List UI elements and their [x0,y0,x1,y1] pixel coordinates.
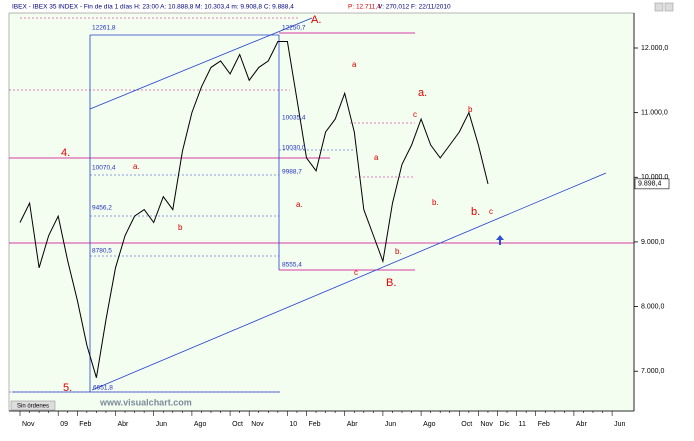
level-label: 10035,4 [282,115,306,122]
wave-label: c [354,268,358,277]
wave-label: a [374,153,379,162]
x-tick-label: Ago [194,421,207,428]
x-tick-label: Abr [347,421,359,428]
level-label: 9988,7 [282,169,302,176]
wave-label: b [468,105,473,114]
header-info: P: 12.711,4 [348,4,381,11]
wave-label: b. [432,198,439,207]
x-tick-label: Abr [576,421,588,428]
y-tick-label: 12.000,0 [641,45,668,52]
wave-label: c [413,110,417,119]
horizontal-levels [9,32,634,271]
plot-bg [8,12,635,412]
x-tick-label: Nov [251,421,264,428]
wave-label: a. [296,200,303,209]
wave-label: a. [133,162,140,171]
watermark: www.visualchart.com [99,397,192,407]
x-tick-label: Ago [423,421,436,428]
wave-label: b [178,223,183,232]
y-tick-label: 7.000,0 [641,368,664,375]
x-tick-label: Nov [22,421,35,428]
x-tick-label: Abr [118,421,130,428]
header-info: V: 270,012 F: 22/11/2010 [378,4,451,11]
wave-label: a [352,60,357,69]
y-tick-label: 8.000,0 [641,303,664,310]
x-tick-label: Oct [461,421,472,428]
wave-label: a. [418,87,427,99]
level-label: 12261,8 [92,25,116,32]
x-tick-label: Jun [156,421,167,428]
y-tick-label: 9.000,0 [641,239,664,246]
orders-button[interactable] [10,400,56,411]
wave-label: c [489,207,493,216]
window-button[interactable] [654,2,664,12]
x-tick-label: 11 [519,421,526,428]
x-tick-label: 09 [60,421,68,428]
x-tick-label: Oct [232,421,243,428]
level-label: 12250,7 [282,25,306,32]
wave-label: b. [471,206,480,218]
y-tick-label: 10.000,0 [641,174,668,181]
x-tick-label: Feb [309,421,321,428]
channel-lines [12,17,607,393]
fib-levels [90,149,355,257]
level-label: 10070,4 [92,165,116,172]
x-tick-label: Feb [538,421,550,428]
header-info: IBEX - IBEX 35 INDEX - Fin de día 1 días… [12,4,294,11]
price-line [19,41,489,378]
last-price-box [634,178,670,190]
x-tick-label: 10 [289,421,297,428]
x-tick-label: Nov [480,421,493,428]
level-label: 6651,8 [93,385,113,392]
y-tick-label: 11.000,0 [641,109,668,116]
level-label: 8555,4 [282,262,302,269]
x-tick-label: Feb [79,421,91,428]
last-price-label: 9.898,4 [638,181,661,188]
arrow-icon [496,235,504,245]
level-label: 8780,5 [92,248,112,255]
wave-label: A. [311,14,321,26]
wave-label: 5. [63,382,72,394]
x-tick-label: Jun [614,421,625,428]
wave-label: 4. [61,147,70,159]
wave-label: B. [386,277,396,289]
window-button[interactable] [664,2,674,12]
level-label: 10030,0 [282,145,306,152]
x-tick-label: Dic [500,421,511,428]
orders-button-label[interactable]: Sin órdenes [17,404,49,410]
wave-label: b. [395,247,402,256]
x-tick-label: Jun [385,421,396,428]
level-label: 9456,2 [92,205,112,212]
